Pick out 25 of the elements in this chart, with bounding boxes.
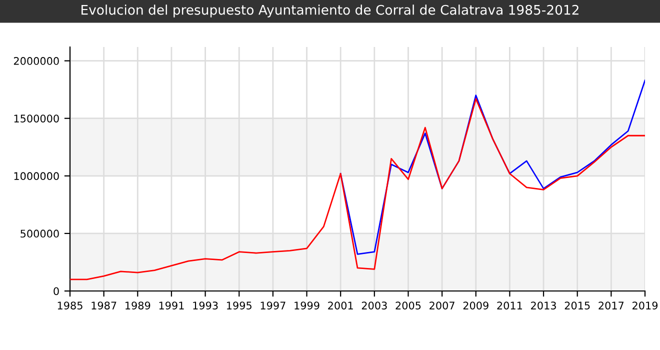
x-tick-label: 2009 (463, 302, 488, 310)
chart-title: Evolucion del presupuesto Ayuntamiento de Corral de Calatrava 1985-2012 (82, 4, 578, 18)
x-tick-label: 1999 (294, 302, 320, 310)
y-tick-label: 1000000 (14, 172, 59, 180)
x-tick-label: 2003 (362, 302, 387, 310)
y-tick-label: 0 (54, 287, 59, 296)
x-tick-label: 2015 (564, 302, 590, 310)
x-tick-label: 2007 (430, 302, 454, 310)
y-tick-label: 500000 (20, 230, 59, 238)
x-tick-label: 1995 (227, 302, 252, 310)
x-tick-label: 2013 (531, 302, 556, 310)
x-tick-label: 2019 (632, 302, 658, 310)
y-tick-label: 1500000 (14, 114, 59, 122)
x-tick-label: 1997 (260, 302, 286, 310)
x-tick-label: 1987 (92, 302, 116, 310)
x-tick-label: 2017 (598, 302, 624, 310)
line-series (70, 98, 645, 280)
y-tick-label: 2000000 (14, 57, 59, 65)
x-tick-label: 1989 (126, 302, 150, 310)
x-tick-label: 2005 (396, 302, 421, 310)
x-tick-label: 1993 (193, 302, 218, 310)
x-tick-label: 1985 (58, 302, 82, 310)
x-tick-label: 1991 (159, 302, 184, 310)
x-tick-label: 2011 (497, 302, 522, 310)
x-tick-label: 2001 (328, 302, 353, 310)
